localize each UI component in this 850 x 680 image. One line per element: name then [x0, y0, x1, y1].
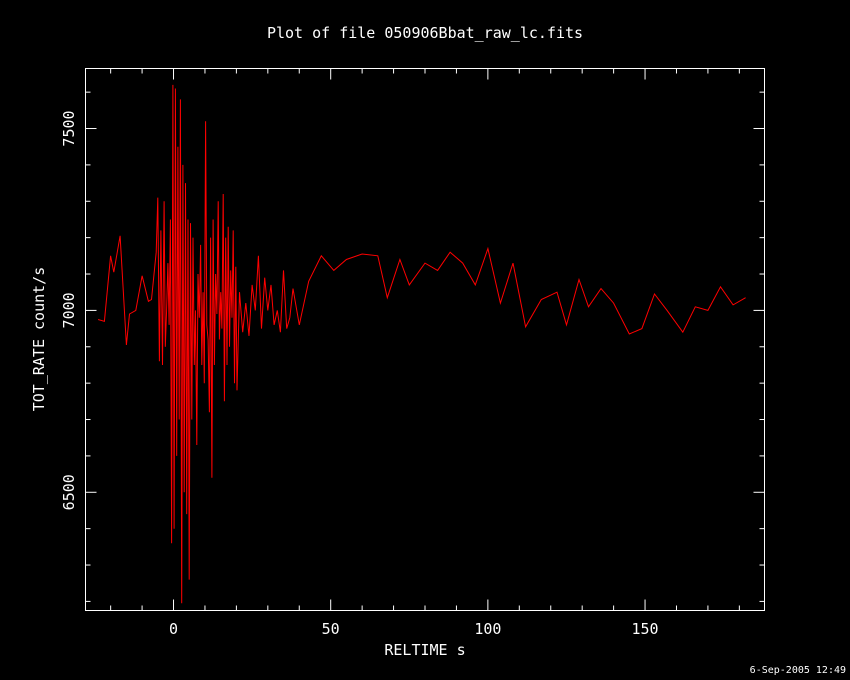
- x-tick-label: 150: [631, 620, 658, 638]
- tot-rate-series-line: [97, 84, 746, 604]
- timestamp: 6-Sep-2005 12:49: [750, 665, 846, 676]
- x-tick-label: 0: [169, 620, 178, 638]
- x-tick-labels: 0 50 100 150: [169, 620, 659, 638]
- x-axis-label: RELTIME s: [384, 641, 465, 659]
- y-tick-label: 6500: [60, 474, 78, 510]
- y-tick-labels: 6500 7000 7500: [60, 110, 78, 510]
- y-tick-label: 7500: [60, 110, 78, 146]
- x-tick-label: 100: [474, 620, 501, 638]
- y-axis-label: TOT_RATE count/s: [30, 267, 48, 412]
- y-tick-label: 7000: [60, 292, 78, 328]
- x-tick-label: 50: [322, 620, 340, 638]
- chart-title: Plot of file 050906Bbat_raw_lc.fits: [267, 24, 583, 42]
- tick-marks: [85, 68, 765, 611]
